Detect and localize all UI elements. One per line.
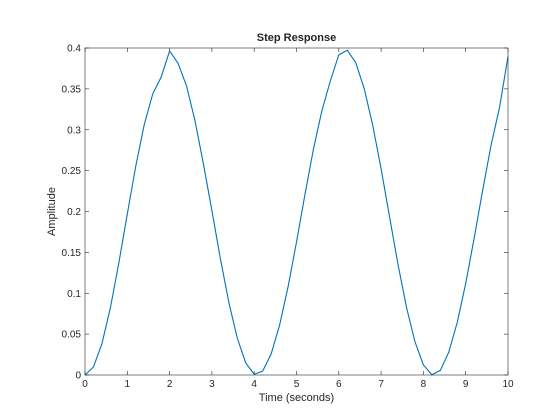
plot-area [85, 48, 508, 375]
y-axis-label: Amplitude [46, 187, 58, 236]
x-tick-label: 0 [82, 379, 88, 390]
y-tick-label: 0.1 [67, 289, 81, 300]
y-tick-label: 0.35 [62, 84, 82, 95]
axes-box [84, 47, 509, 376]
x-tick-label: 4 [251, 379, 257, 390]
y-tick-label: 0.25 [62, 166, 82, 177]
y-tick-label: 0.15 [62, 248, 82, 259]
y-tick-label: 0.05 [62, 330, 82, 341]
y-tick-label: 0.3 [67, 125, 81, 136]
y-tick-label: 0.4 [67, 44, 81, 55]
chart-title: Step Response [257, 32, 336, 44]
y-tick-label: 0 [75, 371, 81, 382]
x-axis-label: Time (seconds) [259, 392, 334, 404]
x-tick-label: 9 [463, 379, 469, 390]
x-tick-label: 10 [502, 379, 514, 390]
series-layer [84, 49, 509, 376]
step-response-line [84, 49, 509, 376]
x-tick-label: 2 [167, 379, 173, 390]
y-tick-label: 0.2 [67, 207, 81, 218]
x-tick-label: 6 [336, 379, 342, 390]
x-tick-label: 3 [209, 379, 215, 390]
y-axis-ticks: 0 0.05 0.1 0.15 0.2 0.25 0.3 0.35 0.4 [62, 44, 508, 382]
x-tick-label: 8 [421, 379, 427, 390]
x-tick-label: 1 [125, 379, 131, 390]
x-tick-label: 5 [294, 379, 300, 390]
x-tick-label: 7 [378, 379, 384, 390]
